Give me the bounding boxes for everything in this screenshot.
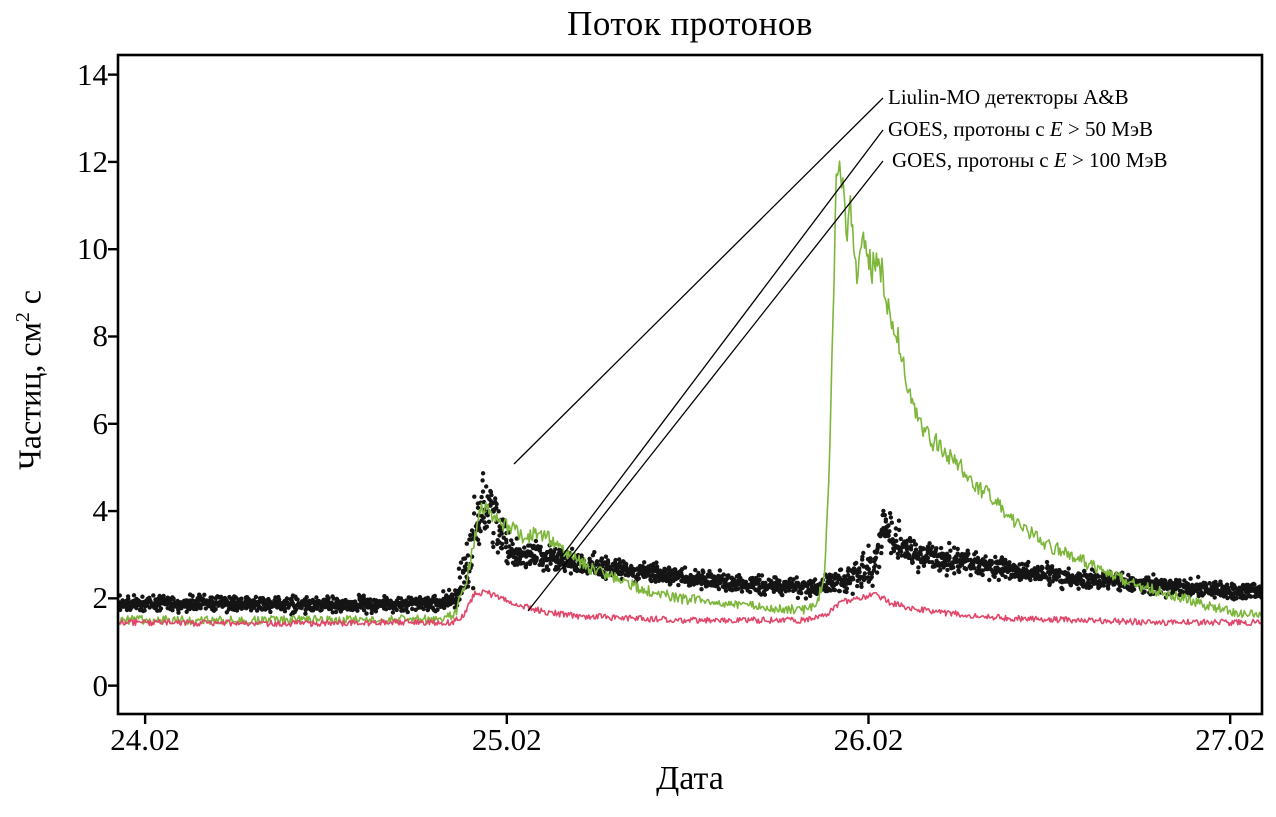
- y-tick-label: 6: [92, 405, 109, 441]
- y-tick-label: 0: [92, 667, 109, 703]
- legend-label-goes-100-text: GOES, протоны с: [892, 148, 1054, 172]
- legend-label-liulin-text: Liulin-MO детекторы A&B: [888, 85, 1129, 109]
- y-axis-label: Частиц, см2 с: [12, 290, 49, 470]
- y-tick-label: 8: [92, 318, 109, 354]
- plot-frame: [116, 53, 1264, 716]
- legend-label-liulin: Liulin-MO детекторы A&B: [888, 85, 1129, 110]
- legend-label-goes-100: GOES, протоны с E > 100 МэВ: [892, 148, 1168, 173]
- annotation-leader-line-2: [527, 160, 884, 612]
- chart-title: Поток протонов: [567, 4, 813, 43]
- legend-label-goes-100-suffix: > 100 МэВ: [1066, 148, 1168, 172]
- x-tick-label: 27.02: [1195, 722, 1266, 757]
- y-tick-label: 10: [77, 231, 108, 267]
- annotation-leader-line-0: [513, 97, 884, 465]
- x-tick-label: 26.02: [833, 722, 904, 757]
- plot-series-group: [119, 160, 1261, 628]
- y-tick-label: 12: [77, 143, 108, 179]
- legend-label-goes-50: GOES, протоны с E > 50 МэВ: [888, 117, 1153, 142]
- series-scatter-0: [119, 471, 1261, 617]
- y-axis-label-unit: с: [11, 289, 48, 313]
- x-tick-label: 25.02: [471, 722, 542, 757]
- x-tick-label: 24.02: [110, 722, 180, 757]
- legend-label-goes-50-suffix: > 50 МэВ: [1062, 117, 1153, 141]
- y-tick-label: 4: [92, 493, 109, 529]
- x-axis-label: Дата: [656, 760, 724, 797]
- series-line-1: [119, 160, 1261, 626]
- legend-label-goes-100-italic: E: [1053, 148, 1067, 172]
- series-line-2: [119, 589, 1261, 628]
- y-tick-label: 14: [77, 56, 108, 92]
- y-axis-label-text: Частиц, см: [11, 322, 48, 471]
- y-tick-label: 2: [92, 580, 109, 616]
- legend-label-goes-50-text: GOES, протоны с: [888, 117, 1050, 141]
- legend-label-goes-50-italic: E: [1049, 117, 1063, 141]
- y-axis-label-superscript: 2: [11, 312, 34, 323]
- annotation-leader-line-1: [561, 129, 884, 557]
